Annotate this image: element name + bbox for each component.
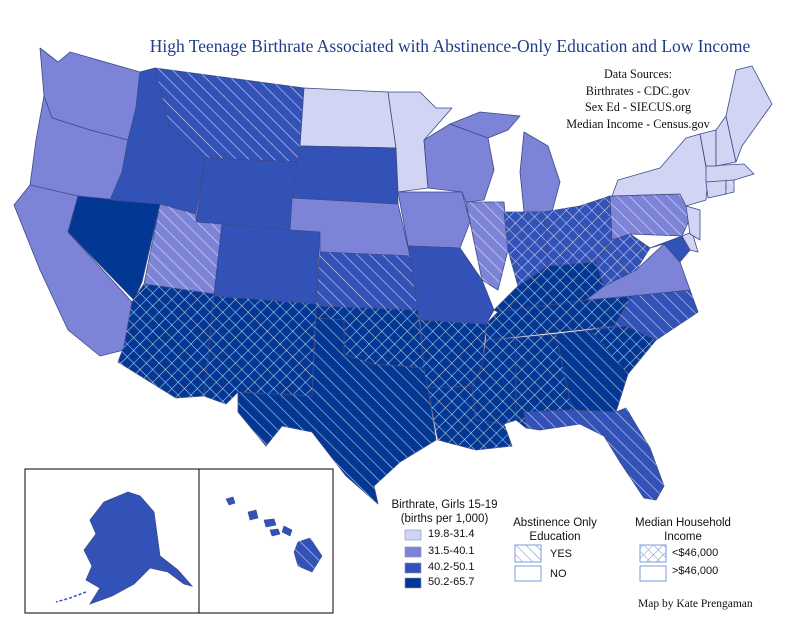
state-michigan (519, 131, 561, 213)
state-illinois-hatch (466, 202, 508, 290)
state-arizona-hatch (118, 284, 214, 398)
state-alabama-hatch (516, 334, 572, 428)
map-credit: Map by Kate Prengaman (638, 598, 753, 610)
state-ohio-hatch (544, 196, 612, 266)
income-high-swatch (639, 565, 667, 582)
state-new-mexico-hatch (204, 296, 316, 404)
education-legend-title-line1: Abstinence Only (513, 517, 597, 529)
data-sources: Data Sources: Birthrates - CDC.gov Sex E… (538, 66, 738, 132)
state-tennessee-hatch (486, 296, 632, 340)
birthrate-class-2-label: 31.5-40.1 (428, 545, 475, 557)
birthrate-swatch-1 (404, 529, 422, 541)
state-connecticut (705, 179, 727, 199)
birthrate-class-3-label: 40.2-50.1 (428, 561, 475, 573)
education-yes-label: YES (550, 548, 573, 560)
data-sources-heading: Data Sources: (603, 67, 673, 81)
data-source-birthrates: Birthrates - CDC.gov (585, 83, 691, 98)
income-legend-title-line1: Median Household (635, 517, 731, 529)
state-oklahoma-hatch (316, 306, 424, 368)
birthrate-swatch-3 (404, 562, 422, 574)
state-maryland (649, 235, 691, 263)
state-kansas-hatch (316, 252, 418, 310)
birthrate-swatch-4 (404, 577, 422, 589)
state-mississippi-hatch (472, 338, 516, 424)
state-rhode-island-hatch (726, 180, 734, 194)
data-source-sex-ed: Sex Ed - SIECUS.org (584, 100, 692, 114)
education-no-label: NO (550, 568, 567, 580)
state-hawaii-hatch (294, 538, 322, 572)
education-yes-swatch (514, 544, 542, 563)
state-north-carolina-hatch (590, 290, 698, 340)
birthrate-legend-title: Birthrate, Girls 15-19 (391, 499, 498, 511)
state-iowa (397, 191, 471, 249)
data-source-income: Median Income - Census.gov (566, 116, 710, 131)
state-delaware (681, 231, 699, 253)
state-colorado (213, 223, 321, 305)
income-legend-title-line2: Income (664, 531, 702, 543)
birthrate-legend-heading: Birthrate, Girls 15-19 (births per 1,000… (382, 498, 507, 526)
education-legend-title-line2: Education (529, 531, 581, 543)
state-pennsylvania-hatch (610, 194, 692, 240)
state-georgia-hatch (556, 330, 628, 412)
state-kentucky-hatch (494, 262, 604, 312)
birthrate-legend-units: (births per 1,000) (400, 513, 489, 525)
birthrate-legend-swatches (404, 529, 422, 589)
map-title: High Teenage Birthrate Associated with A… (149, 36, 751, 56)
hawaii-inset-frame (198, 468, 334, 614)
state-alaska (83, 491, 194, 605)
state-wyoming (195, 157, 301, 231)
income-low-swatch (639, 544, 667, 563)
state-massachusetts (705, 163, 755, 183)
state-texas-hatch (238, 318, 436, 504)
birthrate-class-1-label: 19.8-31.4 (428, 528, 475, 540)
income-legend-heading: Median Household Income (625, 516, 741, 544)
state-north-dakota (299, 87, 397, 149)
education-no-swatch (514, 565, 542, 582)
income-high-label: >$46,000 (672, 565, 719, 577)
birthrate-swatch-2 (404, 546, 422, 558)
state-florida-hatch (524, 408, 664, 500)
birthrate-class-4-label: 50.2-65.7 (428, 576, 475, 588)
state-michigan-upper (449, 111, 521, 139)
state-montana-hatch (155, 68, 304, 162)
state-west-virginia-hatch (596, 234, 650, 286)
state-new-jersey (685, 205, 701, 241)
education-legend-heading: Abstinence Only Education (505, 516, 605, 544)
state-louisiana-hatch (428, 386, 512, 450)
income-low-label: <$46,000 (672, 547, 719, 559)
state-maine (725, 65, 773, 163)
state-arkansas-hatch (420, 320, 486, 388)
state-south-carolina-hatch (590, 326, 656, 374)
state-south-dakota (291, 145, 399, 205)
state-indiana-hatch (504, 212, 548, 286)
alaska-islands (55, 591, 87, 603)
state-utah-hatch (144, 204, 222, 294)
